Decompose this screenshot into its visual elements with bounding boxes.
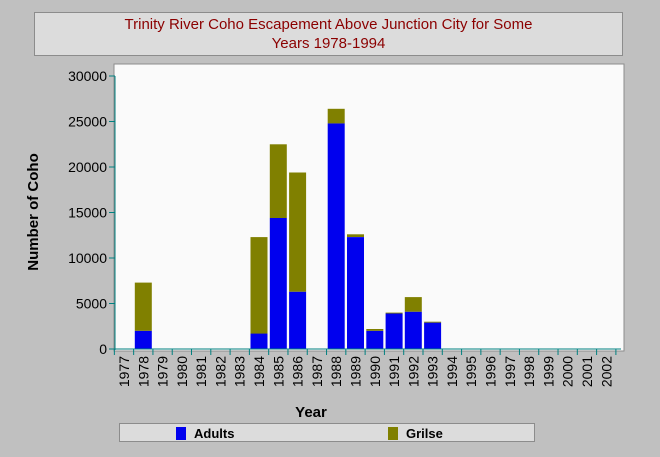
- bar-adults-1986: [289, 291, 307, 349]
- x-tick-label-1989: 1989: [347, 356, 363, 387]
- bars-layer: [134, 108, 442, 349]
- bar-grilse-1978: [134, 282, 152, 331]
- y-axis-label: Number of Coho: [25, 153, 42, 271]
- x-tick-label-1996: 1996: [483, 356, 499, 387]
- bar-grilse-1992: [404, 297, 422, 312]
- y-tick-label-0: 0: [99, 341, 107, 357]
- bar-grilse-1990: [366, 329, 384, 331]
- legend-label-grilse: Grilse: [406, 426, 443, 441]
- bar-adults-1985: [269, 218, 287, 349]
- legend-item-grilse: Grilse: [388, 426, 443, 441]
- y-tick-label-20000: 20000: [68, 159, 107, 175]
- x-tick-label-2001: 2001: [579, 356, 595, 387]
- x-tick-label-1979: 1979: [155, 356, 171, 387]
- x-tick-label-1978: 1978: [135, 356, 151, 387]
- bar-adults-1984: [250, 333, 268, 349]
- legend-swatch-grilse: [388, 427, 398, 440]
- axes-layer: [109, 75, 621, 355]
- x-tick-label-1998: 1998: [521, 356, 537, 387]
- x-tick-label-1991: 1991: [386, 356, 402, 387]
- plot-area: [113, 63, 625, 352]
- x-tick-label-1982: 1982: [212, 356, 228, 387]
- x-tick-label-1993: 1993: [425, 356, 441, 387]
- bar-grilse-1986: [289, 172, 307, 292]
- bar-adults-1988: [327, 123, 345, 349]
- x-tick-label-1987: 1987: [309, 356, 325, 387]
- x-tick-label-1985: 1985: [270, 356, 286, 387]
- chart-title-line-1: Trinity River Coho Escapement Above Junc…: [124, 16, 533, 33]
- bar-grilse-1985: [269, 144, 287, 218]
- y-tick-labels: 0 5000 10000 15000 20000 25000 30000: [68, 68, 107, 357]
- x-tick-label-1999: 1999: [540, 356, 556, 387]
- x-tick-label-1980: 1980: [174, 356, 190, 387]
- chart-title: Trinity River Coho Escapement Above Junc…: [34, 12, 623, 56]
- bar-grilse-1991: [385, 312, 403, 314]
- y-tick-label-5000: 5000: [76, 296, 107, 312]
- bar-adults-1991: [385, 313, 403, 349]
- x-tick-label-1995: 1995: [463, 356, 479, 387]
- y-tick-label-30000: 30000: [68, 68, 107, 84]
- x-tick-label-1983: 1983: [232, 356, 248, 387]
- legend-item-adults: Adults: [176, 426, 234, 441]
- chart-title-line-2: Years 1978-1994: [271, 35, 386, 52]
- x-tick-label-1990: 1990: [367, 356, 383, 387]
- x-tick-label-1977: 1977: [116, 356, 132, 387]
- x-tick-label-1984: 1984: [251, 356, 267, 387]
- legend-swatch-adults: [176, 427, 186, 440]
- bar-grilse-1988: [327, 108, 345, 124]
- x-tick-label-1981: 1981: [193, 356, 209, 387]
- bar-grilse-1993: [424, 321, 442, 323]
- x-axis-label: Year: [295, 404, 327, 421]
- x-tick-label-1988: 1988: [328, 356, 344, 387]
- bar-adults-1992: [404, 311, 422, 349]
- x-tick-labels: 1977 1978 1979 1980 1981 1982 1983 1984 1985 1986…: [116, 356, 614, 387]
- y-tick-label-10000: 10000: [68, 250, 107, 266]
- x-tick-label-2000: 2000: [560, 356, 576, 387]
- bar-grilse-1984: [250, 237, 268, 334]
- y-tick-label-25000: 25000: [68, 114, 107, 130]
- x-tick-label-1997: 1997: [502, 356, 518, 387]
- bar-adults-1989: [347, 237, 364, 349]
- bar-adults-1993: [424, 322, 442, 349]
- x-tick-label-1994: 1994: [444, 356, 460, 387]
- bar-adults-1978: [134, 330, 152, 349]
- bar-grilse-1989: [347, 234, 364, 237]
- legend: Adults Grilse: [119, 423, 535, 442]
- legend-label-adults: Adults: [194, 426, 235, 441]
- x-tick-label-2002: 2002: [598, 356, 614, 387]
- y-tick-label-15000: 15000: [68, 205, 107, 221]
- bar-adults-1990: [366, 330, 384, 349]
- x-tick-label-1992: 1992: [405, 356, 421, 387]
- x-tick-label-1986: 1986: [290, 356, 306, 387]
